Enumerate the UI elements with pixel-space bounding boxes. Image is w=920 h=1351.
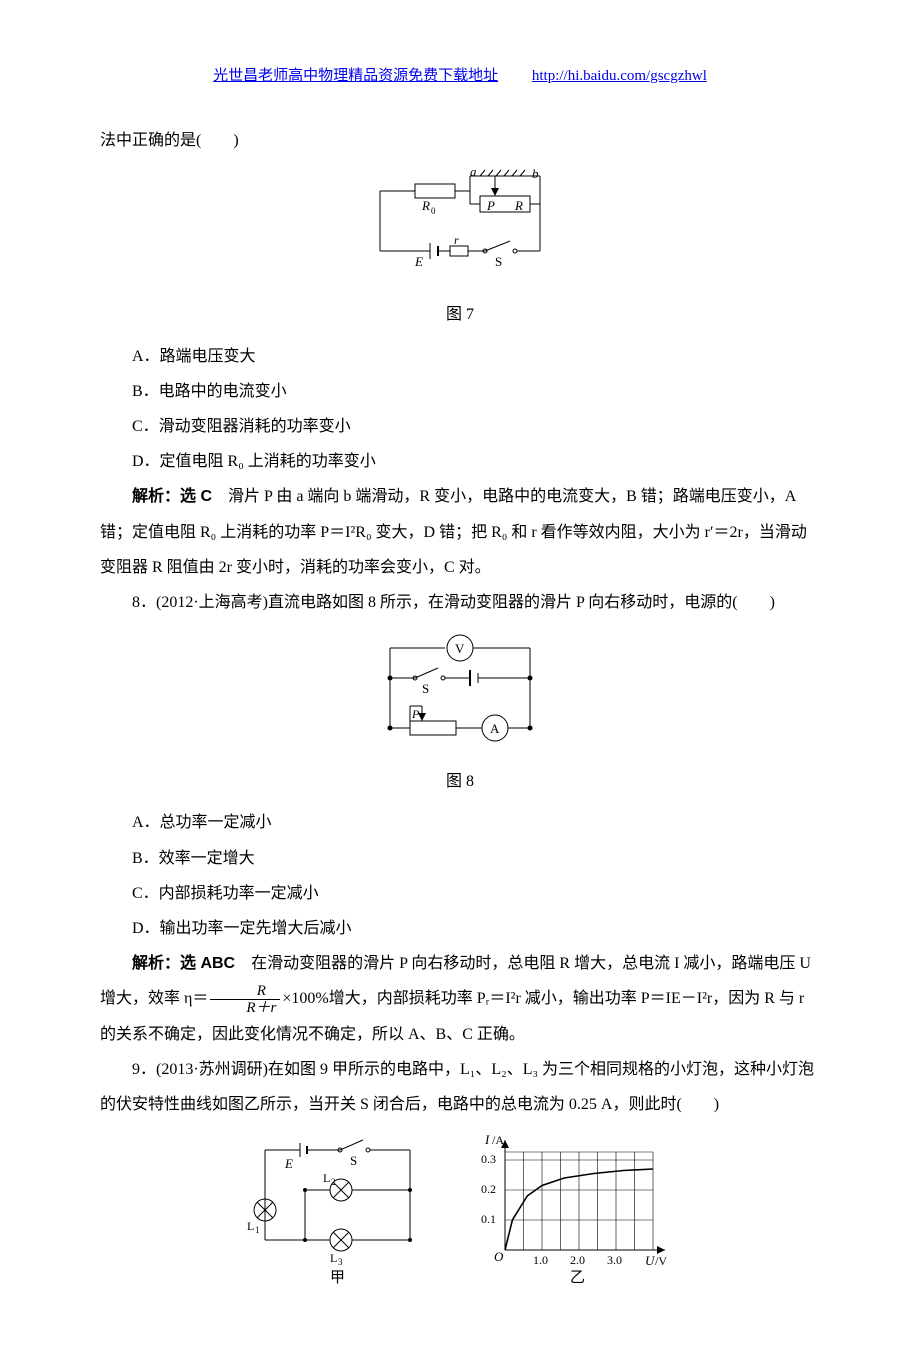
svg-text:S: S [422,681,429,696]
svg-text:r: r [454,233,459,247]
svg-text:R: R [514,198,523,213]
q8-caption: 图 8 [100,764,820,799]
svg-text:P: P [411,707,420,721]
frac-den: R＋r [210,1000,280,1017]
svg-text:0.3: 0.3 [481,1152,496,1166]
svg-text:2.0: 2.0 [570,1253,585,1267]
q9-figure: E S L1 L2 [100,1130,820,1303]
header-link[interactable]: 光世昌老师高中物理精品资源免费下载地址 [213,68,498,84]
page: 光世昌老师高中物理精品资源免费下载地址 http://hi.baidu.com/… [0,0,920,1351]
svg-text:O: O [494,1249,504,1264]
q8-opt-d: D．输出功率一定先增大后减小 [100,911,820,946]
svg-text:3.0: 3.0 [607,1253,622,1267]
header-url[interactable]: http://hi.baidu.com/gscgzhwl [532,68,707,84]
svg-text:L: L [247,1219,254,1233]
frac-num: R [210,983,280,1001]
svg-text:甲: 甲 [330,1270,345,1286]
svg-text:0: 0 [431,206,436,216]
svg-text:1: 1 [255,1225,260,1235]
fraction: RR＋r [210,983,280,1017]
svg-text:/A: /A [492,1133,504,1147]
svg-text:V: V [455,641,465,656]
q7-opt-c: C．滑动变阻器消耗的功率变小 [100,409,820,444]
page-header: 光世昌老师高中物理精品资源免费下载地址 http://hi.baidu.com/… [100,60,820,93]
q7-figure: a b P R E r [100,166,820,289]
q7-opt-d: D．定值电阻 R₀ 上消耗的功率变小 [100,444,820,479]
q8-analysis-label: 解析：选 ABC [132,955,235,972]
q7-analysis: 解析：选 C 滑片 P 由 a 端向 b 端滑动，R 变小，电路中的电流变大，B… [100,479,820,585]
svg-text:b: b [532,166,539,181]
svg-text:I: I [484,1132,490,1147]
q7-analysis-label: 解析：选 C [132,488,212,505]
q7-opt-b: B．电路中的电流变小 [100,374,820,409]
svg-text:S: S [495,254,502,269]
q8-opt-c: C．内部损耗功率一定减小 [100,876,820,911]
svg-text:L: L [330,1251,337,1265]
svg-text:E: E [414,254,423,269]
svg-text:0.1: 0.1 [481,1212,496,1226]
q7-opt-a: A．路端电压变大 [100,339,820,374]
svg-text:A: A [490,721,500,736]
svg-text:乙: 乙 [570,1270,585,1286]
q8-opt-a: A．总功率一定减小 [100,805,820,840]
svg-text:S: S [350,1153,357,1168]
q8-opt-b: B．效率一定增大 [100,841,820,876]
svg-text:a: a [470,166,477,179]
q8-figure: V S P A [100,628,820,756]
svg-text:0.2: 0.2 [481,1182,496,1196]
svg-text:R: R [421,198,430,213]
q7-intro: 法中正确的是( ) [100,123,820,158]
q7-caption: 图 7 [100,297,820,332]
q8-analysis: 解析：选 ABC 在滑动变阻器的滑片 P 向右移动时，总电阻 R 增大，总电流 … [100,946,820,1052]
svg-text:E: E [284,1156,293,1171]
svg-text:3: 3 [338,1257,343,1267]
q8-stem: 8．(2012·上海高考)直流电路如图 8 所示，在滑动变阻器的滑片 P 向右移… [100,585,820,620]
svg-text:/V: /V [655,1254,667,1268]
svg-text:L: L [323,1171,330,1185]
svg-text:P: P [486,198,495,213]
svg-text:1.0: 1.0 [533,1253,548,1267]
q9-stem: 9．(2013·苏州调研)在如图 9 甲所示的电路中，L₁、L₂、L₃ 为三个相… [100,1052,820,1122]
svg-text:2: 2 [331,1177,336,1187]
